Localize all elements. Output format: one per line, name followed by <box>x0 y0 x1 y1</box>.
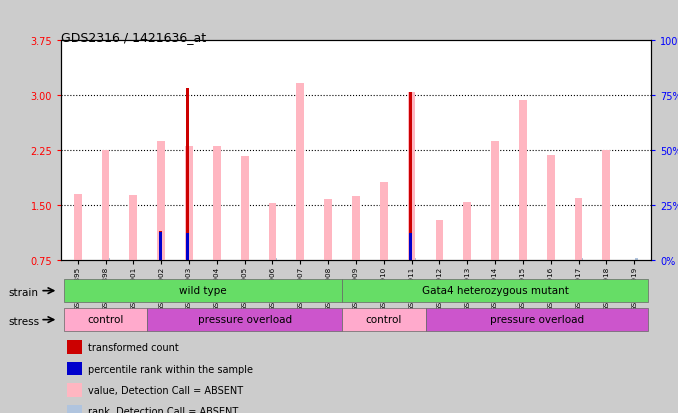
Bar <box>496 259 499 260</box>
Bar <box>380 182 388 260</box>
Bar <box>217 259 221 260</box>
Text: value, Detection Call = ABSENT: value, Detection Call = ABSENT <box>87 385 243 395</box>
Bar <box>129 196 137 260</box>
Bar <box>301 259 304 260</box>
Bar <box>635 259 638 260</box>
Bar <box>579 259 582 260</box>
Text: wild type: wild type <box>179 286 226 296</box>
Bar <box>273 259 277 260</box>
Bar <box>409 93 412 260</box>
Text: Gata4 heterozygous mutant: Gata4 heterozygous mutant <box>422 286 569 296</box>
Bar <box>296 83 304 260</box>
Bar <box>342 308 426 331</box>
Bar <box>412 259 416 260</box>
Bar <box>159 231 161 260</box>
Bar <box>74 195 81 260</box>
Bar <box>67 362 81 375</box>
Bar <box>342 279 648 302</box>
Bar <box>407 93 416 260</box>
Bar <box>241 157 249 260</box>
Bar <box>491 141 499 260</box>
Bar <box>213 147 221 260</box>
Bar <box>468 259 471 260</box>
Bar <box>607 259 610 260</box>
Bar <box>64 308 147 331</box>
Bar <box>186 89 189 260</box>
Bar <box>463 202 471 260</box>
Text: percentile rank within the sample: percentile rank within the sample <box>87 364 253 374</box>
Bar <box>329 259 332 260</box>
Bar <box>409 233 412 260</box>
Text: GDS2316 / 1421636_at: GDS2316 / 1421636_at <box>61 31 206 44</box>
Text: control: control <box>365 315 402 325</box>
Bar <box>186 233 189 260</box>
Bar <box>147 308 342 331</box>
Bar <box>67 340 81 354</box>
Bar <box>106 259 110 260</box>
Bar <box>245 259 249 260</box>
Bar <box>575 198 582 260</box>
Bar <box>159 233 161 260</box>
Bar <box>64 279 342 302</box>
Bar <box>157 141 165 260</box>
Bar <box>352 197 360 260</box>
Bar <box>268 203 277 260</box>
Bar <box>547 156 555 260</box>
Text: transformed count: transformed count <box>87 342 178 352</box>
Bar <box>67 405 81 413</box>
Text: control: control <box>87 315 123 325</box>
Bar <box>324 199 332 260</box>
Bar <box>357 259 360 260</box>
Text: strain: strain <box>9 287 39 297</box>
Bar <box>551 259 555 260</box>
Bar <box>603 151 610 260</box>
Bar <box>185 147 193 260</box>
Bar <box>523 259 527 260</box>
Bar <box>384 259 388 260</box>
Bar <box>134 259 138 260</box>
Bar <box>189 259 193 260</box>
Text: pressure overload: pressure overload <box>490 315 584 325</box>
Bar <box>426 308 648 331</box>
Bar <box>67 383 81 397</box>
Bar <box>435 220 443 260</box>
Bar <box>102 151 109 260</box>
Text: pressure overload: pressure overload <box>197 315 292 325</box>
Bar <box>161 259 165 260</box>
Text: stress: stress <box>9 316 40 326</box>
Bar <box>519 100 527 260</box>
Bar <box>78 259 82 260</box>
Text: rank, Detection Call = ABSENT: rank, Detection Call = ABSENT <box>87 406 238 413</box>
Bar <box>440 259 443 260</box>
